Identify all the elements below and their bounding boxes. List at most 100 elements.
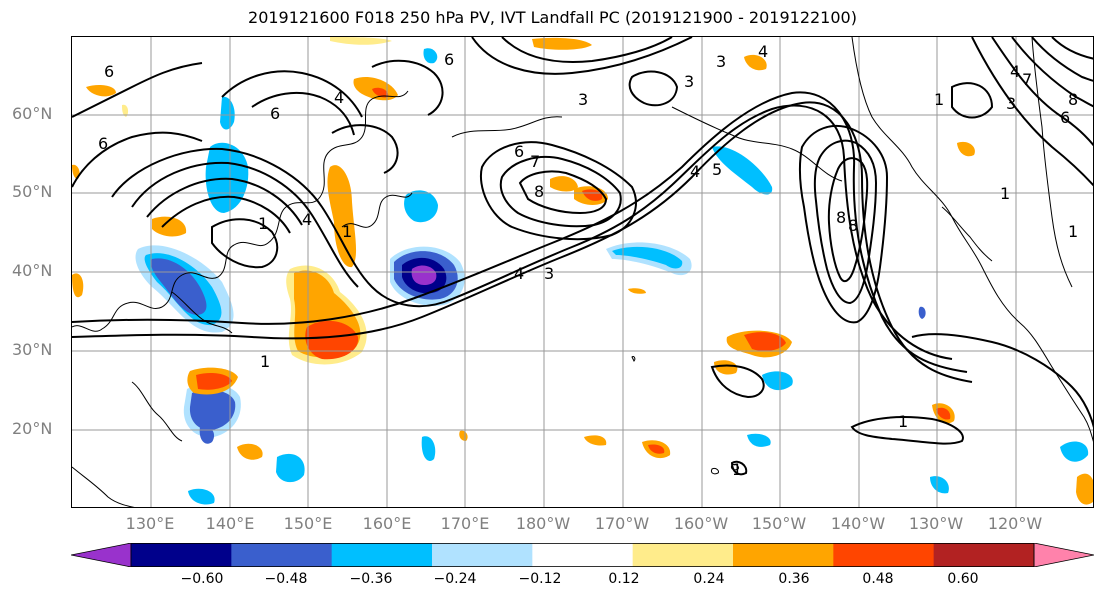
contour-label: 1	[260, 352, 270, 371]
negative-anomaly-region	[612, 246, 683, 269]
contour-label: 1	[732, 460, 742, 479]
contour-label: 4	[690, 162, 700, 181]
positive-anomaly-region	[1076, 473, 1093, 505]
contour-label: 1	[258, 214, 268, 233]
contour-label: 7	[530, 152, 540, 171]
positive-anomaly-region	[327, 165, 357, 268]
contour-label: 3	[716, 52, 726, 71]
colorbar-tick: −0.24	[433, 571, 477, 587]
colorbar-segment	[733, 543, 834, 567]
colorbar-extend-max	[1033, 543, 1094, 567]
contour-label: 3	[544, 264, 554, 283]
contour-label: 4	[334, 88, 344, 107]
colorbar-segment	[632, 543, 734, 567]
negative-anomaly-region	[712, 146, 773, 195]
lon-label-140e: 140°E	[205, 514, 255, 533]
page-title: 2019121600 F018 250 hPa PV, IVT Landfall…	[248, 8, 857, 27]
contour-label: 4	[1010, 62, 1020, 81]
contour-label: 6	[514, 142, 524, 161]
colorbar-segment	[933, 543, 1035, 567]
contour-label: 4	[758, 42, 768, 61]
contour-label: 3	[684, 72, 694, 91]
positive-anomaly-region	[744, 332, 786, 351]
contour-label: 3	[1006, 94, 1016, 113]
lon-label-150e: 150°E	[283, 514, 333, 533]
positive-anomaly-region	[122, 104, 129, 117]
negative-anomaly-region	[189, 389, 236, 431]
colorbar-tick: −0.48	[264, 571, 308, 587]
contour-label: 8	[534, 182, 544, 201]
colorbar-segment	[432, 543, 533, 567]
positive-anomaly-region	[550, 176, 578, 192]
positive-anomaly-region	[584, 435, 607, 446]
positive-anomaly-region	[459, 430, 468, 441]
colorbar-tick: 0.60	[947, 571, 979, 587]
colorbar-tick: −0.12	[518, 571, 562, 587]
positive-anomaly-region	[196, 373, 232, 390]
colorbar-tick: 0.24	[693, 571, 725, 587]
positive-anomaly-region	[305, 320, 359, 360]
lat-label-50n: 50°N	[12, 182, 53, 201]
colorbar-segment	[833, 543, 935, 567]
negative-anomaly-region	[276, 453, 305, 483]
contour-label: 6	[1060, 108, 1070, 127]
lat-label-30n: 30°N	[12, 340, 53, 359]
contour-label: 8	[1068, 90, 1078, 109]
lon-label-170w: 170°W	[594, 514, 650, 533]
graticule	[72, 37, 1093, 507]
negative-anomaly-region	[220, 96, 235, 130]
negative-anomaly-region	[411, 265, 437, 285]
colorbar-outline	[130, 543, 1035, 567]
positive-anomaly-region	[86, 85, 116, 97]
contour-label: 6	[444, 50, 454, 69]
positive-anomaly-region	[372, 87, 389, 98]
lon-label-160e: 160°E	[362, 514, 412, 533]
coastlines	[72, 37, 1093, 507]
positive-anomaly-region	[648, 444, 665, 454]
colorbar-segments	[71, 543, 1094, 567]
contour-label: 1	[934, 90, 944, 109]
positive-anomaly-region	[744, 54, 767, 71]
lon-label-170e: 170°E	[440, 514, 490, 533]
contour-label: 7	[1022, 70, 1032, 89]
contour-label: 6	[270, 104, 280, 123]
negative-anomaly-region	[404, 190, 438, 223]
map-panel: 6 6 6 4 4 1 1 4 6 7 6 8 3 3 3 4 5 4 3 1 …	[71, 36, 1094, 508]
negative-anomaly-region	[423, 48, 438, 64]
map-canvas: 6 6 6 4 4 1 1 4 6 7 6 8 3 3 3 4 5 4 3 1 …	[72, 37, 1093, 507]
positive-anomaly-region	[237, 443, 263, 460]
colorbar-tick: 0.12	[608, 571, 640, 587]
negative-anomaly-region	[1060, 441, 1089, 462]
contour-label: 6	[104, 62, 114, 81]
positive-anomaly-region	[957, 141, 975, 157]
positive-anomaly-region	[72, 273, 84, 298]
contour-label: 4	[514, 264, 524, 283]
lon-label-140w: 140°W	[830, 514, 886, 533]
contour-label: 1	[898, 412, 908, 431]
contour-label: 6	[98, 134, 108, 153]
contour-label: 8	[836, 208, 846, 227]
colorbar-segment	[532, 543, 634, 567]
contour-label: 1	[342, 222, 352, 241]
positive-anomaly-region	[330, 37, 392, 45]
colorbar-segment	[131, 543, 232, 567]
positive-anomaly-region	[532, 37, 592, 50]
lon-label-130e: 130°E	[125, 514, 175, 533]
colorbar-extend-min	[71, 543, 132, 567]
negative-anomaly-region	[918, 306, 926, 319]
colorbar-segment	[331, 543, 433, 567]
positive-anomaly-region	[628, 288, 646, 294]
lon-label-160w: 160°W	[673, 514, 729, 533]
negative-anomaly-region	[930, 476, 949, 494]
negative-anomaly-region	[188, 488, 215, 505]
negative-anomaly-region	[199, 426, 215, 444]
lon-label-120w: 120°W	[987, 514, 1043, 533]
colorbar-tick: −0.36	[349, 571, 393, 587]
colorbar-tick: −0.60	[180, 571, 224, 587]
contour-label: 3	[578, 90, 588, 109]
lat-label-60n: 60°N	[12, 104, 53, 123]
lat-label-20n: 20°N	[12, 419, 53, 438]
lon-label-130w: 130°W	[908, 514, 964, 533]
contour-label: 1	[1068, 222, 1078, 241]
lon-label-150w: 150°W	[751, 514, 807, 533]
